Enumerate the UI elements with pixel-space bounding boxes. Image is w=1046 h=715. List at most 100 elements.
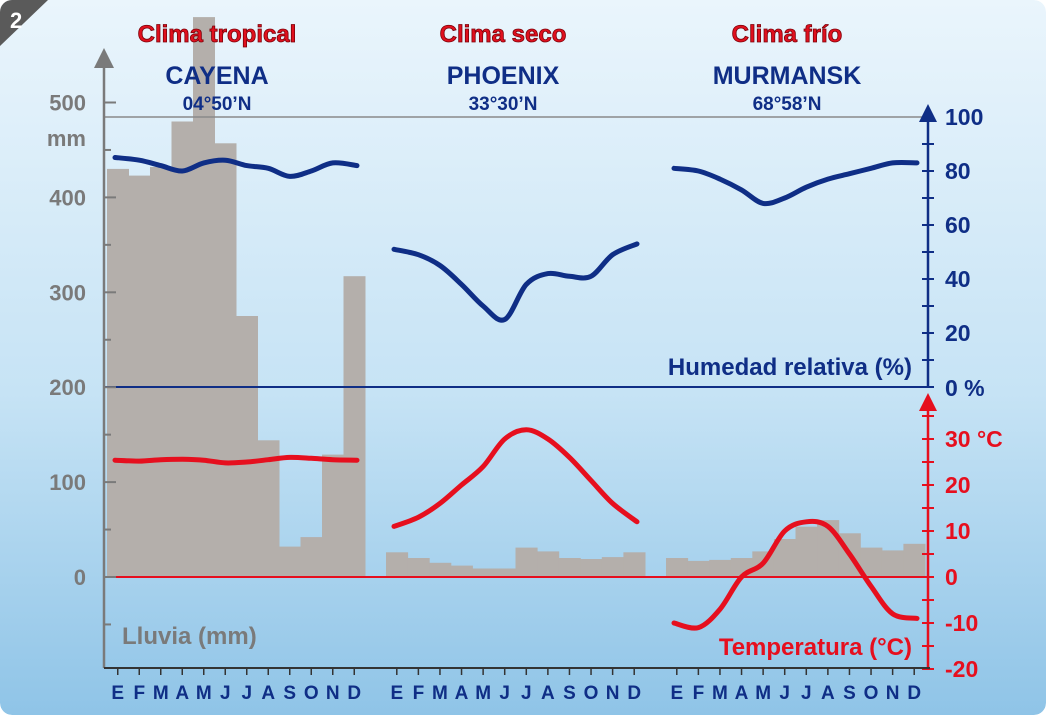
month-label: D xyxy=(347,683,361,704)
precipitation-bar xyxy=(107,168,129,577)
month-label: E xyxy=(111,683,124,704)
rain-tick-label: 200 xyxy=(49,375,86,400)
month-label: A xyxy=(821,683,835,704)
precipitation-bar xyxy=(795,526,818,577)
precipitation-bar xyxy=(558,558,581,577)
precipitation-bar xyxy=(687,560,710,577)
humidity-tick-label: 100 xyxy=(945,104,983,130)
month-label: A xyxy=(541,683,555,704)
month-label: E xyxy=(390,683,403,704)
month-label: N xyxy=(886,683,900,704)
month-label: F xyxy=(413,683,425,704)
precipitation-bar xyxy=(236,316,258,577)
precipitation-bar xyxy=(903,543,926,577)
month-label: M xyxy=(475,683,491,704)
humidity-tick-label: 60 xyxy=(945,212,971,238)
precipitation-bar xyxy=(257,440,280,577)
temperature-tick-label: 10 xyxy=(945,518,971,544)
month-label: A xyxy=(455,683,469,704)
month-label: M xyxy=(196,683,212,704)
temperature-axis-title: Temperatura (°C) xyxy=(719,634,912,661)
month-label: A xyxy=(261,683,275,704)
humidity-tick-label: 40 xyxy=(945,266,971,292)
rain-tick-label: 400 xyxy=(49,185,86,210)
precipitation-bar xyxy=(472,568,495,577)
month-label: M xyxy=(432,683,448,704)
month-label: O xyxy=(584,683,599,704)
precipitation-bar xyxy=(171,121,194,577)
month-label: M xyxy=(712,683,728,704)
precipitation-bar xyxy=(666,558,689,577)
month-label: A xyxy=(735,683,749,704)
temperature-tick-label: 20 xyxy=(945,472,971,498)
humidity-tick-label: 20 xyxy=(945,320,971,346)
precipitation-bar xyxy=(450,565,473,577)
month-label: J xyxy=(779,683,790,704)
precipitation-bar xyxy=(193,17,215,578)
precipitation-bar xyxy=(322,454,344,577)
precipitation-bar xyxy=(343,276,366,577)
rain-tick-label: 100 xyxy=(49,470,86,495)
precipitation-bar xyxy=(279,546,301,577)
precipitation-bar xyxy=(214,143,237,578)
precipitation-bar xyxy=(709,559,732,577)
temperature-line xyxy=(112,454,360,466)
city-name: PHOENIX xyxy=(447,62,560,90)
rain-tick-label: 0 xyxy=(74,565,86,590)
city-latitude: 68°58’N xyxy=(753,94,822,115)
rain-tick-label: 500 xyxy=(49,91,86,116)
humidity-line xyxy=(671,160,920,207)
climate-title: Clima seco xyxy=(440,21,567,48)
humidity-axis-title: Humedad relativa (%) xyxy=(668,354,912,381)
month-label: J xyxy=(220,683,231,704)
precipitation-bar xyxy=(623,552,646,577)
humidity-tick-label: 80 xyxy=(945,158,971,184)
month-label: D xyxy=(627,683,641,704)
temperature-axis-arrow xyxy=(919,393,937,411)
figure-number: 2 xyxy=(10,8,22,33)
month-label: J xyxy=(241,683,252,704)
month-label: S xyxy=(283,683,296,704)
precipitation-bar xyxy=(881,550,904,577)
precipitation-bar xyxy=(580,559,603,577)
precipitation-bar xyxy=(773,539,796,577)
temperature-tick-label: 0 xyxy=(945,564,958,590)
precipitation-bar xyxy=(300,537,323,577)
city-name: CAYENA xyxy=(165,62,268,90)
climate-title: Clima tropical xyxy=(138,21,297,48)
rain-tick-label: 300 xyxy=(49,280,86,305)
humidity-line xyxy=(391,241,640,323)
precipitation-bar xyxy=(515,547,538,577)
month-label: N xyxy=(326,683,340,704)
month-label: O xyxy=(864,683,879,704)
month-label: D xyxy=(907,683,921,704)
city-latitude: 04°50’N xyxy=(183,94,252,115)
precipitation-bar xyxy=(601,557,624,577)
temperature-tick-label: -10 xyxy=(945,610,978,636)
month-label: J xyxy=(801,683,812,704)
city-name: MURMANSK xyxy=(713,62,862,90)
rain-unit-label: mm xyxy=(47,126,86,151)
month-label: E xyxy=(670,683,683,704)
temperature-tick-label: -20 xyxy=(945,656,978,682)
month-label: J xyxy=(521,683,532,704)
precipitation-bar xyxy=(407,558,430,577)
month-label: S xyxy=(563,683,576,704)
precipitation-bar xyxy=(128,175,151,577)
month-label: N xyxy=(606,683,620,704)
month-label: S xyxy=(843,683,856,704)
month-label: O xyxy=(304,683,319,704)
rain-axis-title: Lluvia (mm) xyxy=(122,623,257,650)
humidity-line xyxy=(112,155,360,179)
temperature-line xyxy=(671,518,920,631)
precipitation-bar xyxy=(150,167,172,577)
month-label: A xyxy=(175,683,189,704)
precipitation-bar xyxy=(493,568,516,577)
month-label: M xyxy=(755,683,771,704)
precipitation-bar xyxy=(537,551,560,577)
precipitation-bar xyxy=(429,562,452,577)
month-label: F xyxy=(133,683,145,704)
figure-number-tab xyxy=(0,0,48,46)
